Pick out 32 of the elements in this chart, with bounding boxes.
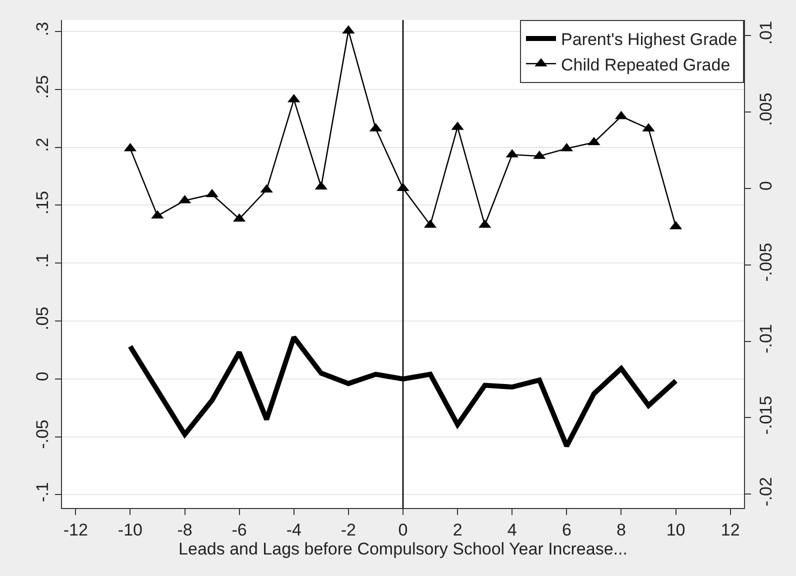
y-tick-label: .25 xyxy=(33,75,52,99)
x-tick-label: -8 xyxy=(177,520,192,540)
y2-tick-label: -.01 xyxy=(756,324,776,354)
y-tick-label: .3 xyxy=(33,22,52,36)
legend-label: Parent's Highest Grade xyxy=(561,30,738,50)
x-tick-label: -4 xyxy=(286,520,302,540)
y-tick-label: .05 xyxy=(33,306,52,330)
x-tick-label: -6 xyxy=(232,520,247,540)
y-tick-label: -.1 xyxy=(33,482,52,502)
x-tick-label: 8 xyxy=(616,520,626,540)
y2-tick-label: -.02 xyxy=(756,477,776,506)
y-tick-label: -.05 xyxy=(33,420,52,449)
y2-tick-label: .01 xyxy=(756,20,776,45)
x-tick-label: 2 xyxy=(452,520,462,540)
x-tick-label: 6 xyxy=(562,520,572,540)
y2-tick-label: -.005 xyxy=(756,242,776,282)
y2-tick-label: .005 xyxy=(756,92,776,126)
x-axis-title: Leads and Lags before Compulsory School Year Increase... xyxy=(178,540,628,559)
y2-tick-label: 0 xyxy=(756,180,776,190)
x-tick-label: -10 xyxy=(118,520,142,540)
x-tick-label: 4 xyxy=(507,520,517,540)
x-tick-label: -12 xyxy=(63,520,88,540)
y-tick-label: .2 xyxy=(33,138,52,152)
y-tick-label: .15 xyxy=(33,190,52,215)
x-tick-label: -2 xyxy=(340,520,356,540)
x-tick-label: 12 xyxy=(720,520,740,540)
y2-tick-label: -.015 xyxy=(756,396,776,435)
y-tick-label: .1 xyxy=(33,253,52,268)
x-tick-label: 0 xyxy=(398,520,408,540)
legend-label: Child Repeated Grade xyxy=(561,55,730,74)
y-tick-label: 0 xyxy=(33,372,52,382)
x-tick-label: 10 xyxy=(666,520,686,540)
